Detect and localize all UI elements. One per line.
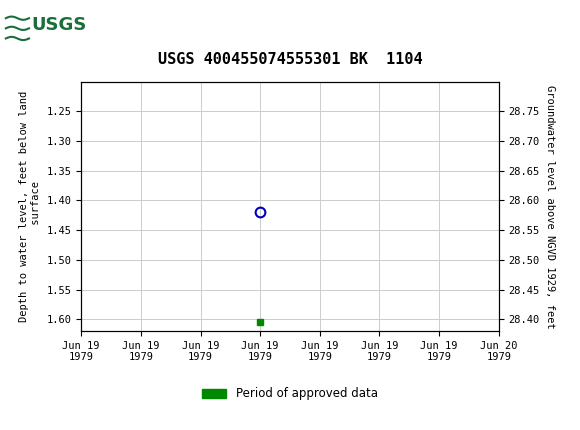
Text: USGS: USGS [31, 16, 86, 34]
Bar [3, 4, 93, 45]
Y-axis label: Groundwater level above NGVD 1929, feet: Groundwater level above NGVD 1929, feet [545, 85, 555, 328]
Y-axis label: Depth to water level, feet below land
 surface: Depth to water level, feet below land su… [19, 91, 41, 322]
Legend: Period of approved data: Period of approved data [198, 383, 382, 405]
Text: USGS 400455074555301 BK  1104: USGS 400455074555301 BK 1104 [158, 52, 422, 67]
